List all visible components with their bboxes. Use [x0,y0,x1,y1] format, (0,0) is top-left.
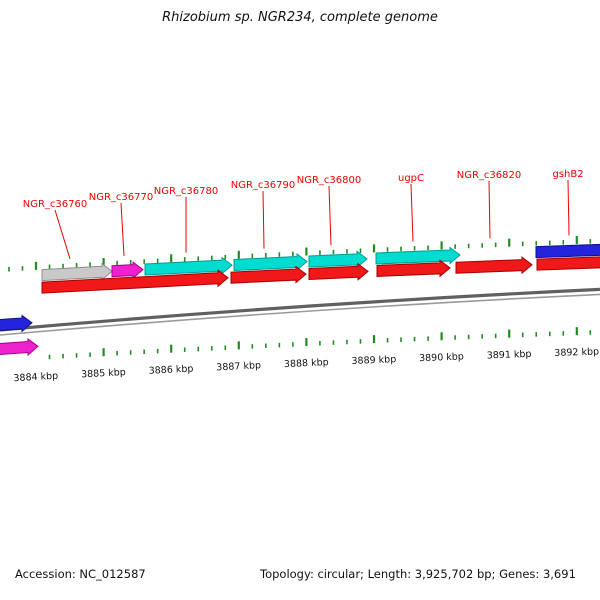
gene-label-NGR_c36780[interactable]: NGR_c36780 [154,186,219,197]
genome-title: Rhizobium sp. NGR234, complete genome [162,10,438,25]
status-topology: Topology: circular; Length: 3,925,702 bp… [260,567,576,581]
gene-arrow-ugpC[interactable] [375,246,461,265]
gene-arrow-NGR_c36780[interactable] [144,256,233,276]
gene-arrow-NGR_c36820[interactable] [455,256,533,275]
ruler-label-1: 3885 kbp [81,367,126,380]
gene-label-NGR_c36760[interactable]: NGR_c36760 [23,199,88,210]
gene-label-gshB2[interactable]: gshB2 [552,169,583,180]
gene-label-leader [54,209,71,260]
gene-label-NGR_c36770[interactable]: NGR_c36770 [89,192,154,203]
genome-backbone [0,287,600,332]
ruler-label-0: 3884 kbp [13,371,58,385]
gene-arrow-gshB2[interactable] [535,243,600,259]
ruler-label-2: 3886 kbp [148,364,193,377]
status-accession: Accession: NC_012587 [15,567,146,581]
gene-arrow-inner-1[interactable] [230,265,307,284]
gene-label-NGR_c36800[interactable]: NGR_c36800 [297,175,362,186]
ruler-label-3: 3887 kbp [216,360,261,373]
gene-label-leader [328,185,332,246]
ruler-label-7: 3891 kbp [487,349,532,362]
gene-label-leader [262,190,265,249]
gene-label-leader [120,202,125,256]
status-bar: Accession: NC_012587 Topology: circular;… [0,567,600,587]
gene-label-ugpC[interactable]: ugpC [398,173,424,184]
ruler-label-5: 3889 kbp [351,354,396,367]
gene-label-leader [567,179,570,236]
ruler-label-8: 3892 kbp [554,346,599,359]
gene-arrow-fragment-1[interactable] [0,338,39,357]
gene-label-NGR_c36790[interactable]: NGR_c36790 [231,180,296,191]
gene-arrow-fragment-0[interactable] [0,314,33,333]
genome-backbone-inner-edge [0,293,600,336]
gene-arrow-NGR_c36800[interactable] [308,250,368,269]
ruler-label-6: 3890 kbp [419,351,464,364]
gene-arrow-NGR_c36770[interactable] [111,261,144,280]
gene-arrow-inner-0[interactable] [41,269,229,294]
gene-arrow-NGR_c36790[interactable] [233,253,308,272]
gene-label-leader [410,183,414,242]
gene-arrow-inner-2[interactable] [308,262,369,281]
ruler-label-4: 3888 kbp [284,357,329,370]
gene-label-leader [488,180,491,239]
gene-arrow-NGR_c36760[interactable] [41,262,113,282]
gene-label-NGR_c36820[interactable]: NGR_c36820 [457,170,522,181]
gene-arrow-inner-5[interactable] [536,256,600,271]
gene-arrow-inner-3[interactable] [376,259,451,278]
